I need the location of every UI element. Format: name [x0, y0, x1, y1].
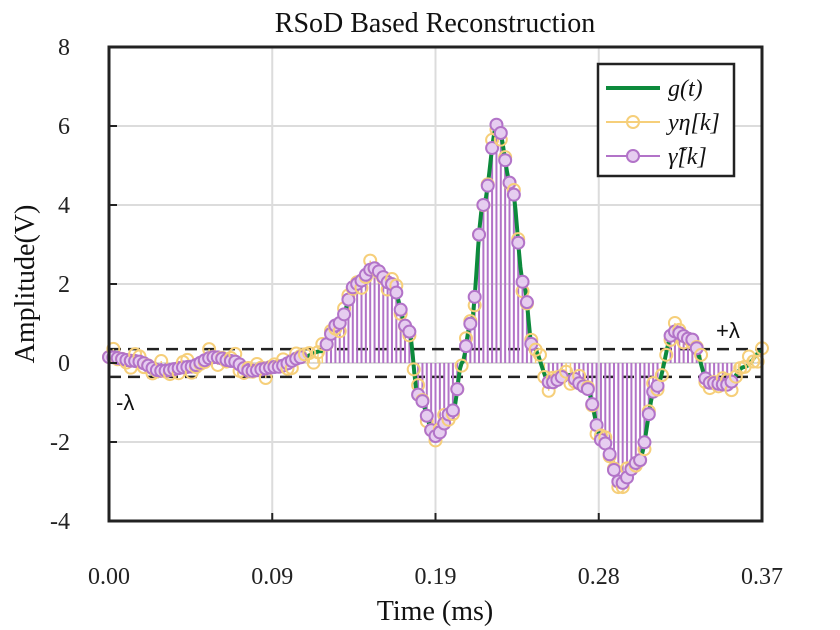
series-gamma-marker — [445, 403, 460, 418]
series-y-marker — [694, 347, 709, 362]
y-axis: -4 -2 0 2 4 6 8 — [50, 35, 117, 535]
series-gamma-marker — [511, 235, 526, 250]
legend-marker-gamma — [626, 149, 640, 163]
series-gamma-marker — [580, 382, 595, 397]
series-gamma-marker — [602, 447, 617, 462]
legend-label-gamma: γ̃[k] — [668, 144, 707, 170]
series-y-marker — [750, 354, 765, 369]
series-gamma-marker — [606, 462, 621, 477]
series-gamma-marker — [458, 339, 473, 354]
legend-marker-y — [626, 115, 640, 129]
series-y-marker — [659, 347, 674, 362]
chart-title: RSoD Based Reconstruction — [275, 8, 595, 39]
series-gamma-marker — [585, 397, 600, 412]
series-gamma-marker — [480, 178, 495, 193]
x-tick-label: 0.00 — [88, 564, 130, 590]
series-gamma-marker — [637, 435, 652, 450]
series-y-marker — [746, 354, 761, 369]
x-tick-label: 0.37 — [741, 564, 783, 590]
x-tick-label: 0.19 — [415, 564, 457, 590]
series-gamma-marker — [502, 175, 517, 190]
threshold-plus-label: +λ — [716, 318, 740, 343]
x-tick-label: 0.28 — [578, 564, 620, 590]
series-gamma-marker — [519, 295, 534, 310]
series-y-marker — [654, 368, 669, 383]
series-gamma-marker — [337, 307, 352, 322]
marker-layer — [102, 117, 769, 495]
series-gamma-marker — [641, 407, 656, 422]
threshold-minus-label: -λ — [116, 390, 134, 415]
x-axis-title: Time (ms) — [377, 596, 493, 627]
series-gamma-marker — [419, 408, 434, 423]
series-gamma-marker — [498, 153, 513, 168]
series-gamma-marker — [393, 302, 408, 317]
series-y-marker — [532, 347, 547, 362]
series-gamma-marker — [493, 125, 508, 140]
series-gamma-marker — [515, 274, 530, 289]
y-tick-label: 8 — [58, 35, 70, 61]
y-tick-label: 6 — [58, 114, 70, 140]
y-tick-label: 2 — [58, 272, 70, 298]
x-tick-label: 0.09 — [251, 564, 293, 590]
y-tick-label: -2 — [50, 430, 70, 456]
legend-box — [596, 62, 736, 178]
series-gamma-marker — [476, 197, 491, 212]
series-y-marker — [559, 364, 574, 379]
y-tick-label: 0 — [58, 351, 70, 377]
series-gamma-marker — [402, 324, 417, 339]
series-y-marker — [406, 362, 421, 377]
x-axis: 0.00 0.09 0.19 0.28 0.37 — [88, 513, 783, 590]
series-gamma-marker — [389, 285, 404, 300]
series-gamma-marker — [415, 394, 430, 409]
series-gamma-marker — [472, 227, 487, 242]
legend-label-g: g(t) — [668, 76, 703, 102]
series-y-marker — [310, 345, 325, 360]
y-tick-label: -4 — [50, 509, 70, 535]
y-tick-label: 4 — [58, 193, 70, 219]
legend: g(t) yη[k] γ̃[k] — [596, 62, 736, 178]
series-gamma-marker — [450, 382, 465, 397]
y-axis-title: Amplitude(V) — [10, 205, 41, 364]
series-gamma-marker — [485, 141, 500, 156]
legend-label-y: yη[k] — [666, 110, 720, 136]
series-y-marker — [454, 358, 469, 373]
series-gamma-marker — [467, 289, 482, 304]
series-gamma-marker — [463, 316, 478, 331]
series-gamma-marker — [506, 187, 521, 202]
